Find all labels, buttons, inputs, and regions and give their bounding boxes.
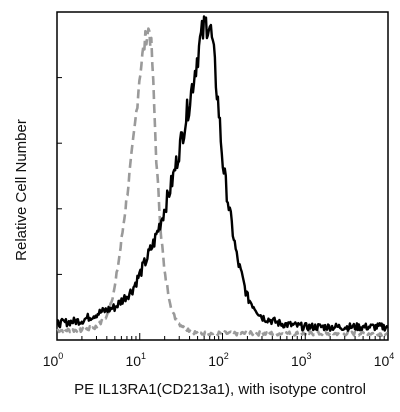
isotype-control-series — [56, 27, 389, 337]
x-tick-label: 104 — [374, 351, 395, 369]
plot-frame — [56, 11, 389, 341]
x-axis-title: PE IL13RA1(CD213a1), with isotype contro… — [74, 381, 366, 398]
x-tick-labels: 100 101 102 103 104 — [43, 351, 395, 369]
series-layer — [56, 15, 389, 337]
y-axis-title: Relative Cell Number — [13, 119, 30, 261]
il13ra1-series — [56, 15, 389, 332]
x-tick-label: 101 — [125, 351, 146, 369]
x-tick-label: 102 — [208, 351, 229, 369]
x-tick-label: 103 — [291, 351, 312, 369]
tick-layer — [56, 11, 389, 341]
x-tick-label: 100 — [43, 351, 64, 369]
